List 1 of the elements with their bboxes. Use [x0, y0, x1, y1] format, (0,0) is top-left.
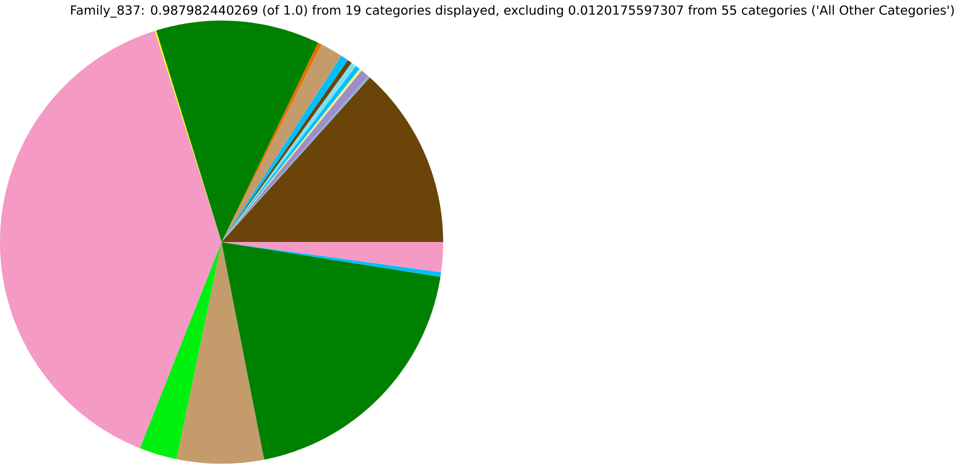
text: Family_837: 0.987982440269 (of 1.0) from 19 categories displayed, excluding 0.0120175597307 from 55 categories ('All Other Categories') [71, 5, 954, 18]
